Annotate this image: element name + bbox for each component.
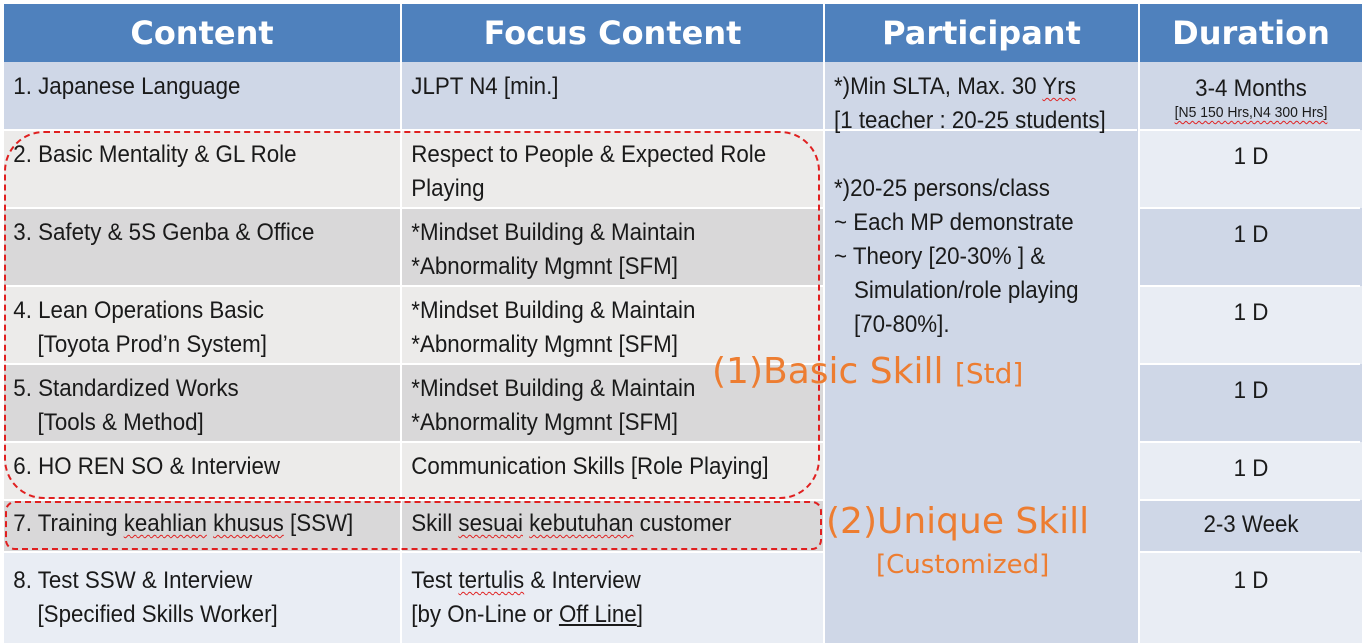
row-divider <box>4 363 823 365</box>
unique-skill-label: (2)Unique Skill <box>826 501 1090 542</box>
row-8-content: 8. Test SSW & Interview [Specified Skills… <box>13 567 278 628</box>
column-divider <box>400 4 402 643</box>
duration-row-1-bg <box>1140 62 1362 130</box>
row-divider <box>4 129 1137 131</box>
row-2-bg <box>4 130 823 208</box>
duration-row-7-bg <box>1140 500 1362 552</box>
row-divider <box>4 441 823 443</box>
row-7-content: 7. Training keahlian khusus [SSW] <box>13 510 354 537</box>
row-divider <box>4 207 823 209</box>
row-5-focus: *Mindset Building & Maintain *Abnormality… <box>411 375 696 436</box>
row-divider <box>4 551 823 553</box>
row-6-focus: Communication Skills [Role Playing] <box>411 453 769 480</box>
row-3-focus: *Mindset Building & Maintain *Abnormality… <box>411 219 696 280</box>
duration-row-4: 1 D <box>1233 299 1269 326</box>
duration-row-3-bg <box>1140 208 1362 286</box>
participant-line-1: *)Min SLTA, Max. 30 Yrs <box>834 73 1076 100</box>
row-8-focus: Test tertulis & Interview [by On-Line or … <box>411 567 643 628</box>
row-4-bg <box>4 286 823 364</box>
row-divider <box>1140 207 1360 209</box>
duration-row-6: 1 D <box>1233 455 1269 482</box>
column-divider <box>1138 4 1140 643</box>
duration-row-5: 1 D <box>1233 377 1269 404</box>
row-2-content: 2. Basic Mentality & GL Role <box>13 141 297 168</box>
row-divider <box>1140 441 1360 443</box>
row-3-content: 3. Safety & 5S Genba & Office <box>13 219 315 246</box>
row-divider <box>1140 129 1360 131</box>
row-divider <box>1140 551 1360 553</box>
duration-row-5-bg <box>1140 364 1362 442</box>
row-divider <box>1140 499 1360 501</box>
row-divider <box>1140 363 1360 365</box>
participant-line-2: [1 teacher : 20-25 students] <box>834 107 1106 134</box>
row-8-bg <box>4 552 823 643</box>
participant-line-3: *)20-25 persons/class <box>834 175 1050 202</box>
header-focus-content: Focus Content <box>402 4 823 62</box>
duration-row-7: 2-3 Week <box>1203 511 1299 538</box>
row-5-content: 5. Standardized Works [Tools & Method] <box>13 375 239 436</box>
row-7-bg <box>4 500 823 552</box>
header-content: Content <box>4 4 400 62</box>
row-divider <box>4 285 823 287</box>
row-5-bg <box>4 364 823 442</box>
row-4-focus: *Mindset Building & Maintain *Abnormality… <box>411 297 696 358</box>
participant-column <box>825 62 1138 643</box>
row-7-focus: Skill sesuai kebutuhan customer <box>411 510 732 537</box>
duration-row-8-bg <box>1140 552 1362 643</box>
row-divider <box>4 499 823 501</box>
row-4-content: 4. Lean Operations Basic [Toyota Prod’n S… <box>13 297 267 358</box>
participant-line-6: Simulation/role playing <box>854 277 1079 304</box>
row-divider <box>1140 285 1360 287</box>
participant-line-7: [70-80%]. <box>854 311 950 338</box>
header-duration: Duration <box>1140 4 1362 62</box>
duration-row-2: 1 D <box>1233 143 1269 170</box>
participant-line-4: ~ Each MP demonstrate <box>834 209 1074 236</box>
row-1-content: 1. Japanese Language <box>13 73 241 100</box>
basic-skill-label: (1)Basic Skill [Std] <box>712 351 1024 392</box>
customized-label: [Customized] <box>876 550 1050 580</box>
column-divider <box>823 4 825 643</box>
header-participant: Participant <box>825 4 1138 62</box>
duration-row-4-bg <box>1140 286 1362 364</box>
row-6-content: 6. HO REN SO & Interview <box>13 453 280 480</box>
row-2-focus: Respect to People & Expected Role Playing <box>411 141 767 202</box>
duration-row-6-bg <box>1140 442 1362 500</box>
duration-row-1: 3-4 Months [N5 150 Hrs,N4 300 Hrs] <box>1174 75 1328 121</box>
row-3-bg <box>4 208 823 286</box>
duration-row-2-bg <box>1140 130 1362 208</box>
duration-row-3: 1 D <box>1233 221 1269 248</box>
row-1-bg <box>4 62 823 130</box>
row-6-bg <box>4 442 823 500</box>
duration-row-8: 1 D <box>1233 567 1269 594</box>
row-1-focus: JLPT N4 [min.] <box>411 73 559 100</box>
participant-line-5: ~ Theory [20-30% ] & <box>834 243 1046 270</box>
